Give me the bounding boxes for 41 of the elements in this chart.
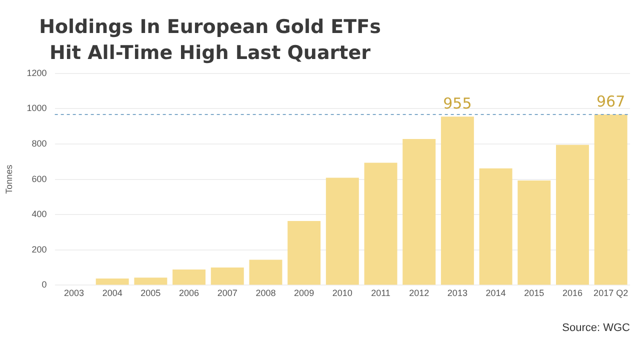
bar <box>249 260 282 285</box>
x-tick-label: 2013 <box>447 288 468 298</box>
bar <box>594 114 628 285</box>
y-tick-label: 400 <box>32 209 47 220</box>
x-tick-label: 2015 <box>524 288 544 298</box>
y-tick-label: 1200 <box>26 68 47 78</box>
x-tick-label: 2004 <box>102 288 122 298</box>
x-tick-label: 2003 <box>64 288 84 298</box>
bar <box>556 144 589 285</box>
x-tick-label: 2012 <box>409 288 430 298</box>
x-tick-label: 2017 Q2 <box>594 288 628 298</box>
y-tick-label: 600 <box>32 174 47 184</box>
x-tick-label: 2014 <box>486 288 506 298</box>
bar <box>172 269 206 285</box>
x-tick-label: 2007 <box>217 288 238 298</box>
bar <box>288 220 321 285</box>
bar <box>364 162 398 285</box>
x-tick-label: 2005 <box>140 288 161 298</box>
bar <box>479 168 512 285</box>
x-tick-label: 2011 <box>371 288 390 298</box>
data-label: 967 <box>596 92 626 111</box>
chart-title: Holdings In European Gold ETFs Hit All-Time High Last Quarter <box>38 15 382 66</box>
data-label: 955 <box>443 94 472 113</box>
bar <box>326 178 359 285</box>
bar <box>440 116 474 285</box>
x-tick-label: 2010 <box>332 288 352 298</box>
x-tick-label: 2006 <box>179 288 200 298</box>
y-tick-label: 200 <box>32 244 47 254</box>
y-tick-label: 0 <box>42 280 47 290</box>
bar <box>210 268 244 285</box>
source-note: Source: WGC <box>562 322 630 334</box>
bar <box>518 180 551 285</box>
y-tick-label: 1000 <box>26 103 47 114</box>
bar <box>134 278 168 285</box>
y-tick-label: 800 <box>32 138 47 148</box>
bar <box>402 139 436 285</box>
y-axis-title: Tonnes <box>4 164 14 194</box>
bar <box>96 278 129 285</box>
x-tick-label: 2008 <box>256 288 276 298</box>
x-tick-label: 2016 <box>562 288 582 298</box>
x-tick-label: 2009 <box>294 288 314 298</box>
